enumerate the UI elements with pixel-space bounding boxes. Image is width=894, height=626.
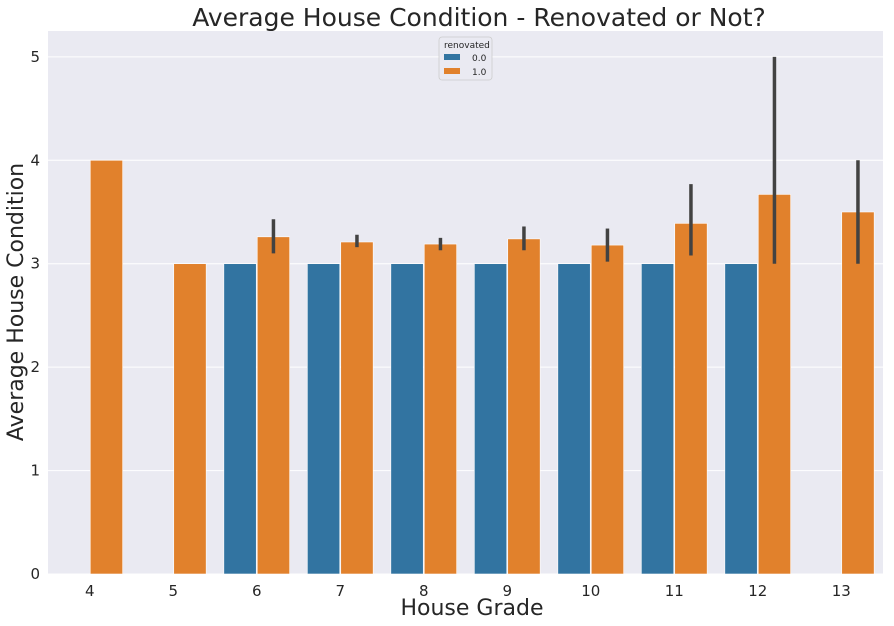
bar-1.0-grade-9 (507, 238, 541, 575)
y-tick-label-0: 0 (30, 565, 40, 583)
bar-1.0-grade-8 (423, 243, 457, 575)
y-tick-label-4: 4 (30, 151, 40, 169)
bar-0.0-grade-7 (307, 263, 341, 575)
plot-area (48, 31, 883, 574)
x-tick-label-10: 10 (581, 582, 600, 600)
bar-1.0-grade-7 (340, 241, 374, 575)
x-tick-label-6: 6 (252, 582, 262, 600)
bar-1.0-grade-4 (89, 159, 123, 575)
bar-1.0-grade-11 (674, 223, 708, 575)
x-tick-label-12: 12 (748, 582, 767, 600)
x-tick-label-4: 4 (85, 582, 95, 600)
y-tick-label-2: 2 (30, 358, 40, 376)
chart-title: Average House Condition - Renovated or N… (192, 3, 766, 32)
bar-0.0-grade-9 (474, 263, 508, 575)
bar-0.0-grade-10 (557, 263, 591, 575)
bar-0.0-grade-6 (223, 263, 257, 575)
legend-label-1: 1.0 (472, 68, 487, 78)
x-tick-label-11: 11 (665, 582, 684, 600)
bar-1.0-grade-6 (256, 236, 290, 575)
x-axis-label: House Grade (400, 596, 543, 621)
x-tick-label-7: 7 (335, 582, 345, 600)
bar-0.0-grade-11 (641, 263, 675, 575)
bar-1.0-grade-10 (590, 244, 624, 575)
y-axis-ticks: 0 1 2 3 4 5 (30, 48, 40, 583)
legend-swatch-1 (444, 68, 460, 74)
bar-1.0-grade-13 (841, 211, 875, 575)
x-tick-label-13: 13 (832, 582, 851, 600)
bar-1.0-grade-5 (173, 263, 207, 575)
legend-swatch-0 (444, 54, 460, 60)
y-tick-label-5: 5 (30, 48, 40, 66)
x-axis-ticks: 4 5 6 7 8 9 10 11 12 13 (85, 582, 851, 600)
legend: renovated 0.0 1.0 (438, 36, 493, 81)
legend-label-0: 0.0 (472, 54, 487, 64)
y-tick-label-1: 1 (30, 462, 40, 480)
x-tick-label-8: 8 (419, 582, 429, 600)
bar-0.0-grade-8 (390, 263, 424, 575)
y-tick-label-3: 3 (30, 255, 40, 273)
y-axis-label: Average House Condition (4, 163, 29, 441)
legend-title: renovated (444, 41, 490, 51)
error-bars (271, 56, 860, 264)
bar-0.0-grade-12 (724, 263, 758, 575)
x-tick-label-5: 5 (168, 582, 178, 600)
x-tick-label-9: 9 (502, 582, 512, 600)
